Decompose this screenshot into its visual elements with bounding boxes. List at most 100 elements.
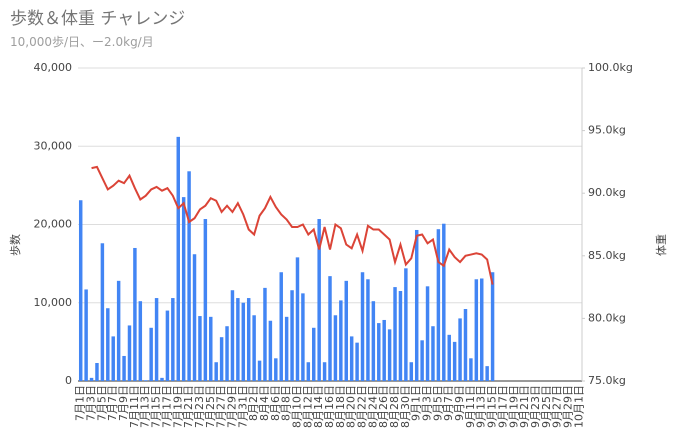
x-tick-label: 7月13日 (139, 385, 152, 428)
bar (219, 337, 224, 381)
x-tick-label: 8月10日 (290, 385, 303, 428)
x-tick-label: 7月3日 (85, 385, 98, 421)
bar (230, 290, 235, 381)
bar (214, 362, 218, 381)
bar (225, 326, 229, 381)
bar (149, 327, 153, 381)
x-tick-label: 7月15日 (150, 385, 163, 428)
bar (198, 316, 202, 381)
x-tick-label: 10月1日 (572, 385, 585, 428)
bar (306, 362, 311, 381)
bar (187, 171, 191, 381)
bar (144, 380, 148, 381)
y2-tick-label: 100.0kg (588, 61, 633, 74)
x-tick-label: 9月11日 (464, 385, 477, 428)
bar (458, 318, 462, 381)
bar (474, 279, 479, 381)
x-tick-label: 7月31日 (236, 385, 249, 428)
bar (290, 290, 294, 381)
bar (138, 301, 143, 381)
y2-tick-label: 75.0kg (588, 374, 626, 387)
y-tick-label: 10,000 (34, 296, 73, 309)
x-tick-label: 7月25日 (204, 385, 217, 428)
x-tick-label: 9月29日 (561, 385, 574, 428)
bar (312, 327, 316, 381)
x-tick-label: 9月13日 (475, 385, 488, 428)
bar (301, 293, 305, 381)
x-tick-label: 9月3日 (421, 385, 434, 421)
x-tick-label: 8月14日 (312, 385, 325, 428)
x-tick-label: 9月5日 (431, 385, 444, 421)
x-tick-label: 9月7日 (442, 385, 455, 421)
bar (279, 272, 283, 381)
x-tick-label: 7月11日 (128, 385, 141, 428)
x-tick-label: 9月21日 (518, 385, 531, 428)
x-tick-label: 9月27日 (551, 385, 564, 428)
bar (295, 257, 300, 381)
x-tick-label: 8月20日 (345, 385, 358, 428)
bar (133, 247, 137, 381)
bar (84, 289, 88, 381)
bar (480, 278, 484, 381)
x-tick-label: 9月17日 (496, 385, 509, 428)
y-tick-label: 0 (65, 374, 72, 387)
bar (241, 302, 246, 381)
bar (78, 200, 83, 381)
bar (246, 298, 251, 381)
bar (263, 287, 267, 381)
bar (485, 366, 489, 381)
bar (154, 298, 159, 381)
bar (89, 377, 94, 381)
y2-tick-label: 90.0kg (588, 186, 626, 199)
y2-axis-label: 体重 (654, 234, 668, 256)
x-tick-label: 9月25日 (540, 385, 553, 428)
chart-subtitle: 10,000歩/日、ー2.0kg/月 (10, 34, 154, 49)
x-tick-label: 8月6日 (269, 385, 282, 421)
bar (355, 342, 359, 381)
bar (344, 280, 348, 381)
bar (106, 308, 110, 381)
bar (284, 316, 289, 381)
bar (420, 340, 424, 381)
bar (252, 315, 256, 381)
bar (95, 363, 99, 381)
x-tick-label: 8月8日 (280, 385, 293, 421)
bar (127, 325, 132, 381)
x-tick-label: 7月1日 (74, 385, 87, 421)
bar (122, 355, 126, 381)
x-tick-label: 9月23日 (529, 385, 542, 428)
x-tick-label: 7月21日 (182, 385, 195, 428)
bar (100, 243, 105, 381)
y2-tick-label: 95.0kg (588, 124, 626, 137)
x-tick-label: 8月30日 (399, 385, 412, 428)
x-tick-label: 7月17日 (160, 385, 173, 428)
bar (409, 362, 414, 381)
bar (171, 298, 175, 381)
x-tick-label: 8月12日 (301, 385, 314, 428)
y-tick-label: 30,000 (34, 139, 73, 152)
bar (349, 336, 354, 381)
bar (387, 329, 392, 381)
x-tick-label: 9月19日 (507, 385, 520, 428)
weight-line (91, 165, 494, 285)
bar (442, 223, 446, 381)
bar (398, 291, 403, 381)
bar (452, 341, 457, 381)
bar (425, 286, 430, 381)
bar (176, 136, 180, 381)
bar (414, 229, 419, 381)
x-tick-label: 9月9日 (453, 385, 466, 421)
x-tick-label: 8月4日 (258, 385, 271, 421)
y2-tick-label: 85.0kg (588, 249, 626, 262)
bar (490, 272, 495, 381)
bar (404, 268, 408, 381)
bar (236, 298, 240, 381)
x-tick-label: 8月2日 (247, 385, 260, 421)
bar (160, 377, 164, 381)
bar (328, 276, 332, 381)
bar (447, 334, 451, 381)
bar (322, 362, 327, 381)
x-tick-label: 9月1日 (410, 385, 423, 421)
y2-tick-label: 80.0kg (588, 311, 626, 324)
